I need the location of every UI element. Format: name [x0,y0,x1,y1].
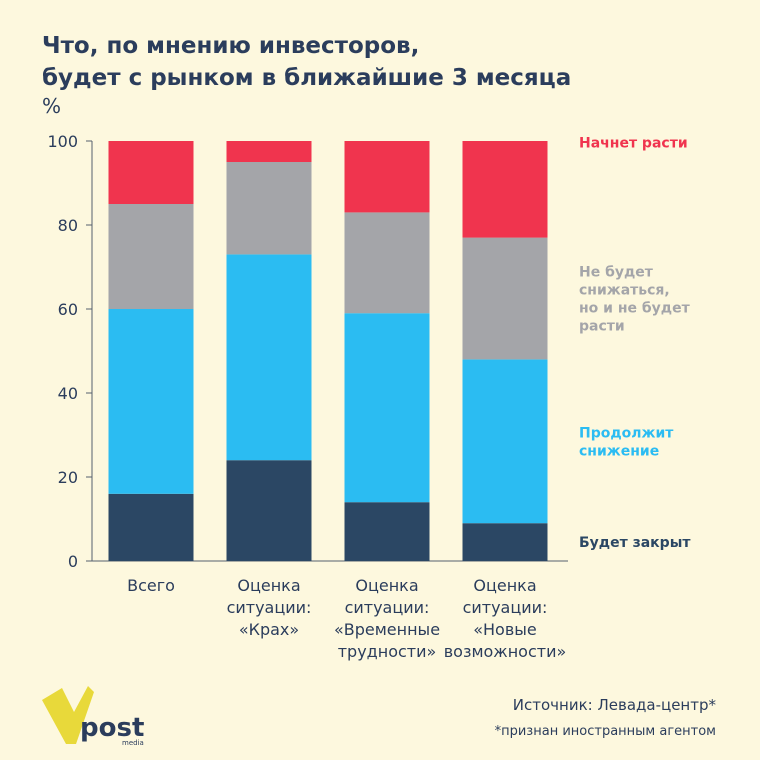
footnote: *признан иностранным агентом [494,724,716,739]
bar-segment [344,141,430,213]
legend-label: Не будет [579,265,654,281]
postmedia-logo: post media [42,686,144,746]
bar-segment [226,254,312,461]
bar-segment [226,141,312,162]
y-tick-label: 80 [58,216,78,235]
x-category-label: Всего [127,576,175,595]
bar-segment [226,162,312,255]
bar-segment [108,309,194,494]
chart-title: Что, по мнению инвесторов, будет с рынко… [42,30,571,94]
legend-label: Будет закрыт [579,535,691,551]
bar-segment [108,493,194,561]
legend-label: расти [579,319,625,335]
x-category-label: возможности» [444,642,567,661]
unit-label: % [42,94,62,118]
bar-segment [108,204,194,309]
logo-subtext: media [122,739,144,746]
y-tick-label: 0 [68,552,78,571]
chart-title-line-1: Что, по мнению инвесторов, [42,33,420,59]
x-category-label: «Крах» [239,620,299,639]
legend-label: но и не будет [579,301,691,317]
bar-segment [462,237,548,360]
y-tick-label: 40 [58,384,78,403]
x-category-label: Оценка [473,576,536,595]
x-category-label: ситуации: [463,598,548,617]
legend-label: Продолжит [579,425,674,441]
x-category-label: «Новые [473,620,537,639]
bar-segment [344,212,430,314]
chart-title-line-2: будет с рынком в ближайшие 3 месяца [42,65,572,91]
bar-segment [462,523,548,561]
x-category-label: трудности» [338,642,437,661]
bar-segment [108,141,194,204]
y-tick-label: 100 [47,132,78,151]
bar-segment [462,141,548,238]
legend-label: снижение [579,443,659,459]
bar-segment [344,313,430,503]
bar-segment [226,460,312,561]
y-tick-label: 60 [58,300,78,319]
x-category-label: Оценка [237,576,300,595]
legend-label: снижаться, [579,283,670,299]
x-category-label: Оценка [355,576,418,595]
logo-text: post [80,713,144,743]
y-tick-label: 20 [58,468,78,487]
legend-label: Начнет расти [579,135,688,151]
x-category-label: «Временные [334,620,440,639]
bar-segment [462,359,548,524]
x-category-label: ситуации: [227,598,312,617]
bar-segment [344,502,430,561]
x-category-label: ситуации: [345,598,430,617]
source-note: Источник: Левада-центр* [512,696,716,714]
